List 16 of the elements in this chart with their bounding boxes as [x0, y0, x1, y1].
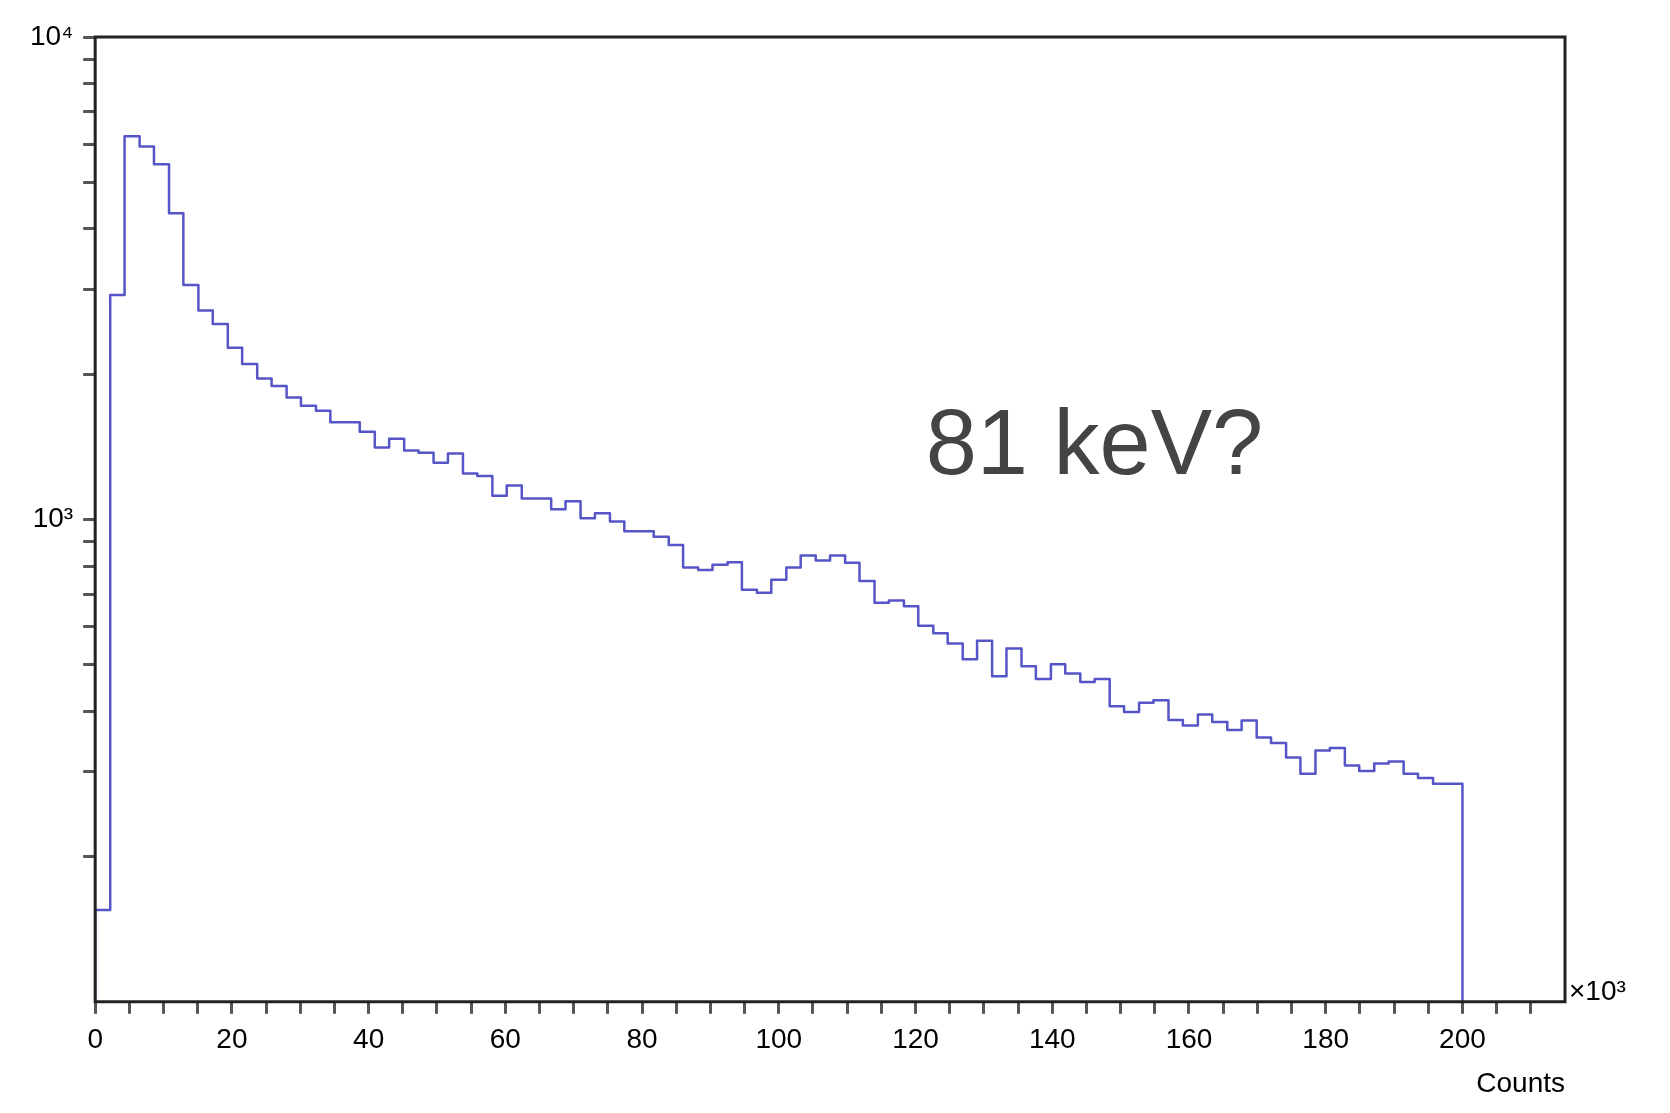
text: ×10³: [1569, 974, 1626, 1006]
x-tick-label: 0: [87, 1023, 103, 1055]
x-tick-label: 80: [626, 1023, 658, 1055]
x-tick-label: 180: [1302, 1023, 1350, 1055]
x-tick-label: 20: [216, 1023, 248, 1055]
y-tick-label: 10³: [32, 502, 74, 534]
x-tick-label: 60: [489, 1023, 521, 1055]
x-axis-title: Counts: [1476, 1066, 1565, 1098]
x-tick-label: 200: [1439, 1023, 1486, 1055]
x-tick-label: 140: [1028, 1023, 1076, 1055]
x-tick-label: 120: [892, 1023, 939, 1055]
x-tick-label: 100: [755, 1023, 803, 1055]
y-tick-label: 10⁴: [29, 19, 74, 51]
x-tick-label: 40: [353, 1023, 385, 1055]
annotation: 81 keV?: [925, 391, 1264, 494]
x-tick-label: 160: [1165, 1023, 1213, 1055]
